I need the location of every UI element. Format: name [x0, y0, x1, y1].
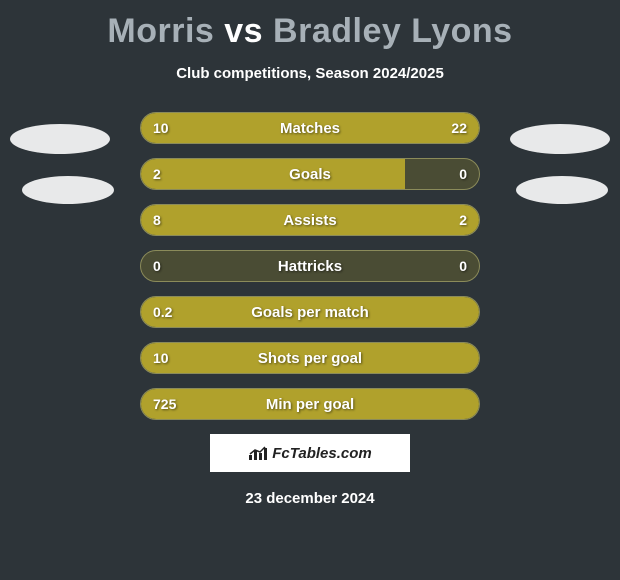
comparison-title: Morris vs Bradley Lyons [0, 0, 620, 51]
player2-avatar-bottom [516, 176, 608, 204]
stat-row: Shots per goal10 [140, 342, 480, 374]
stat-row: Goals per match0.2 [140, 296, 480, 328]
vs-separator: vs [224, 12, 263, 50]
stat-value-left: 0 [153, 251, 161, 281]
stat-value-left: 8 [153, 205, 161, 235]
stat-value-left: 10 [153, 113, 169, 143]
site-logo[interactable]: FcTables.com [210, 434, 410, 472]
stats-container: Matches1022Goals20Assists82Hattricks00Go… [140, 112, 480, 420]
stat-label: Matches [141, 113, 479, 143]
subtitle: Club competitions, Season 2024/2025 [0, 65, 620, 82]
stat-row: Assists8 2 [140, 204, 480, 236]
stat-value-left: 0.2 [153, 297, 172, 327]
stat-row: Hattricks0 0 [140, 250, 480, 282]
player1-name: Morris [107, 12, 214, 50]
stat-row: Matches10 22 [140, 112, 480, 144]
stat-value-right: 2 [459, 205, 467, 235]
stat-value-left: 2 [153, 159, 161, 189]
stat-value-right: 22 [451, 113, 467, 143]
player1-avatar-bottom [22, 176, 114, 204]
player2-avatar-top [510, 124, 610, 154]
stat-label: Hattricks [141, 251, 479, 281]
stat-label: Assists [141, 205, 479, 235]
stat-label: Goals [141, 159, 479, 189]
stat-value-left: 725 [153, 389, 176, 419]
stat-label: Shots per goal [141, 343, 479, 373]
chart-icon [248, 445, 268, 461]
stat-label: Min per goal [141, 389, 479, 419]
player1-avatar-top [10, 124, 110, 154]
stat-value-left: 10 [153, 343, 169, 373]
stat-row: Min per goal725 [140, 388, 480, 420]
logo-text: FcTables.com [272, 445, 371, 462]
date-label: 23 december 2024 [0, 490, 620, 507]
stat-value-right: 0 [459, 251, 467, 281]
stat-row: Goals2 0 [140, 158, 480, 190]
player2-name: Bradley Lyons [273, 12, 513, 50]
stat-value-right: 0 [459, 159, 467, 189]
stat-label: Goals per match [141, 297, 479, 327]
